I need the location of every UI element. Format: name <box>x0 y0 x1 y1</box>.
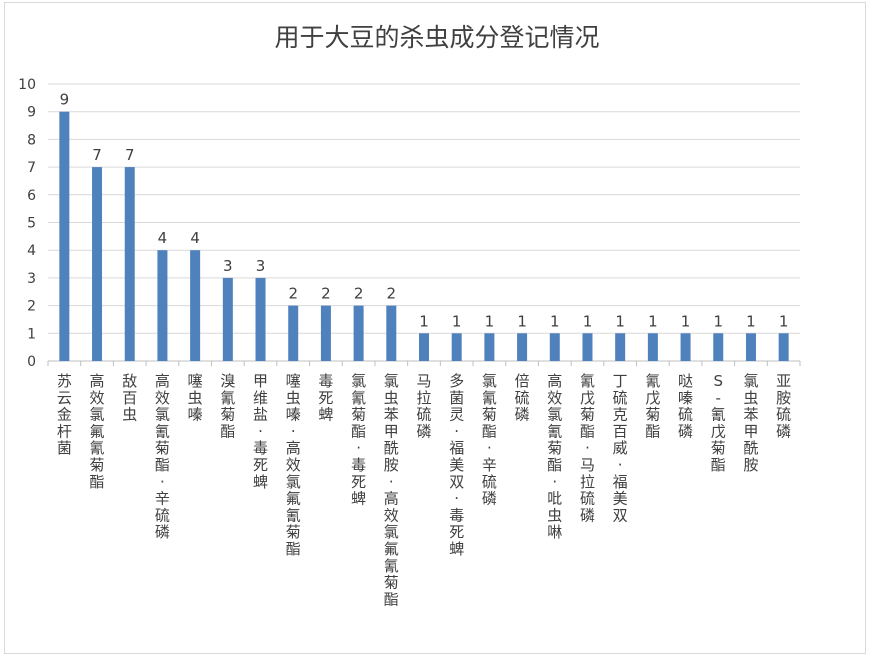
data-label: 2 <box>288 285 298 303</box>
category-label: 噻虫嗪·高效氯氟氰菊酯 <box>286 372 301 558</box>
data-label: 2 <box>354 285 364 303</box>
category-label: 多菌灵·福美双·毒死蜱 <box>449 372 464 558</box>
y-tick-label: 0 <box>27 354 36 370</box>
category-label: 毒死蜱 <box>318 372 333 424</box>
y-tick-label: 5 <box>27 216 36 232</box>
chart-frame <box>4 2 866 654</box>
bar <box>190 250 201 361</box>
category-label: 氰戊菊酯 <box>645 372 660 440</box>
bar <box>386 305 397 361</box>
data-label: 1 <box>550 312 560 330</box>
bar <box>92 167 103 361</box>
bar <box>680 333 691 361</box>
data-label: 7 <box>125 146 135 164</box>
bar <box>288 305 299 361</box>
category-labels: 苏云金杆菌 高效氯氟氰菊酯 敌百虫 高效氯氰菊酯·辛硫磷 噻虫嗪 溴氰菊酯 甲维盐·毒死蜱 噻… <box>57 372 791 608</box>
data-label: 1 <box>517 312 527 330</box>
bar <box>59 111 70 361</box>
category-label: 氯氰菊酯·毒死蜱 <box>351 372 366 508</box>
data-label: 1 <box>419 312 429 330</box>
bar <box>353 305 364 361</box>
bar <box>517 333 528 361</box>
y-tick-label: 10 <box>18 77 36 93</box>
data-label: 3 <box>256 257 266 275</box>
data-label: 3 <box>223 257 233 275</box>
category-label: 倍硫磷 <box>515 372 530 424</box>
y-tick-label: 4 <box>27 243 36 259</box>
gridlines <box>48 83 800 334</box>
category-label: 高效氯氰菊酯·吡虫啉 <box>547 372 562 541</box>
category-label: 甲维盐·毒死蜱 <box>253 372 268 491</box>
y-tick-label: 8 <box>27 132 36 148</box>
bar <box>484 333 495 361</box>
bar <box>451 333 462 361</box>
category-label: 氰戊菊酯·马拉硫磷 <box>580 372 595 524</box>
chart-title: 用于大豆的杀虫成分登记情况 <box>274 23 599 52</box>
category-label: 苏云金杆菌 <box>57 372 72 457</box>
bar <box>745 333 756 361</box>
bar <box>713 333 724 361</box>
y-tick-label: 7 <box>27 160 36 176</box>
bar <box>222 277 233 361</box>
data-label: 1 <box>779 312 789 330</box>
category-label: 溴氰菊酯 <box>220 372 235 440</box>
data-label: 1 <box>485 312 495 330</box>
data-label: 1 <box>681 312 691 330</box>
category-label: 高效氯氰菊酯·辛硫磷 <box>155 372 170 541</box>
bar <box>647 333 658 361</box>
y-tick-label: 9 <box>27 105 36 121</box>
category-label: 哒嗪硫磷 <box>678 372 693 440</box>
bar <box>549 333 560 361</box>
data-label: 2 <box>387 285 397 303</box>
data-label: 1 <box>648 312 658 330</box>
category-label: 噻虫嗪 <box>188 372 203 424</box>
category-label: S -氰戊菊酯 <box>711 372 726 474</box>
data-label: 4 <box>190 229 200 247</box>
bar <box>615 333 626 361</box>
category-label: 高效氯氟氰菊酯 <box>90 372 105 491</box>
category-label: 丁硫克百威·福美双 <box>613 372 628 524</box>
bar <box>124 167 135 361</box>
data-label: 1 <box>713 312 723 330</box>
data-label: 4 <box>158 229 168 247</box>
bar <box>320 305 331 361</box>
bar <box>419 333 429 361</box>
category-label: 马拉硫磷 <box>416 372 431 440</box>
category-label: 氯虫苯甲酰胺 <box>743 372 758 474</box>
y-tick-label: 3 <box>27 271 36 287</box>
bar <box>582 333 593 361</box>
data-label: 1 <box>615 312 625 330</box>
category-label: 亚胺硫磷 <box>776 372 791 440</box>
data-label: 2 <box>321 285 331 303</box>
data-label: 1 <box>746 312 756 330</box>
bar <box>157 250 168 361</box>
axes: 0 1 2 3 4 5 6 7 8 9 10 <box>18 77 801 370</box>
y-tick-label: 6 <box>27 188 36 204</box>
category-label: 敌百虫 <box>122 372 137 424</box>
data-labels: 9 7 7 4 4 3 3 2 2 2 2 1 1 1 1 1 1 1 1 1 1 1 1 <box>60 91 789 331</box>
data-label: 1 <box>452 312 462 330</box>
data-label: 1 <box>583 312 593 330</box>
y-tick-label: 1 <box>27 326 36 342</box>
bars <box>59 111 789 361</box>
data-label: 9 <box>60 91 70 109</box>
bar <box>778 333 789 361</box>
category-label: 氯虫苯甲酰胺·高效氯氟氰菊酯 <box>384 372 399 608</box>
data-label: 7 <box>92 146 102 164</box>
bar <box>255 277 266 361</box>
y-tick-label: 2 <box>27 299 36 315</box>
category-label: 氯氰菊酯·辛硫磷 <box>482 372 497 508</box>
